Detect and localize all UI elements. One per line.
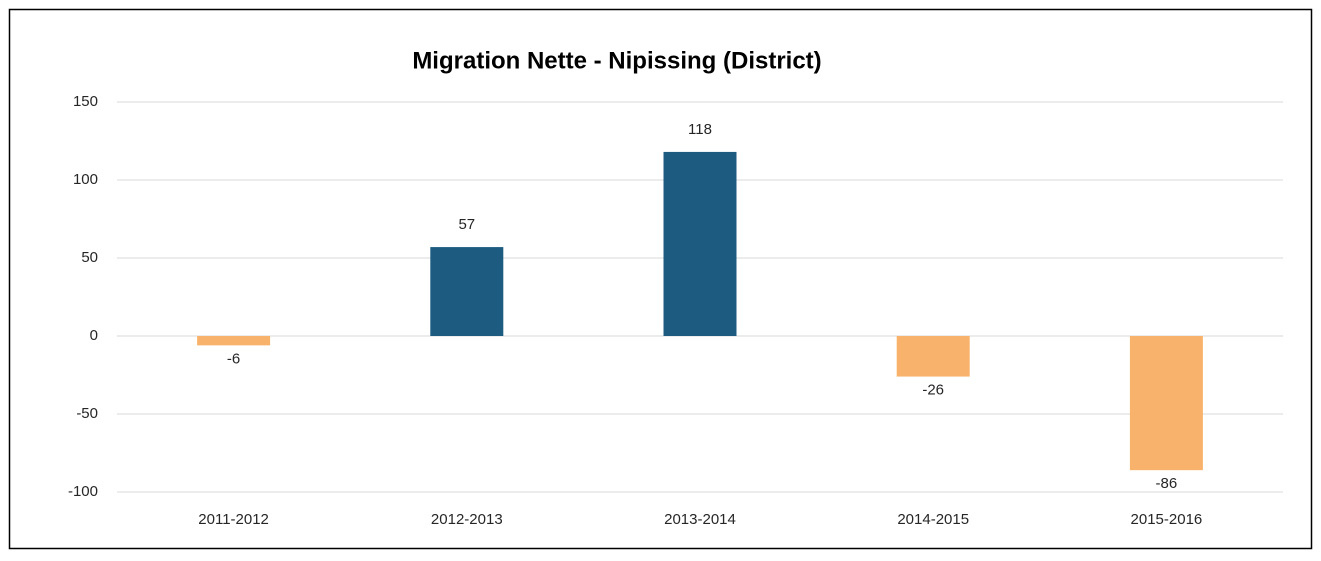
bar (1129, 336, 1203, 471)
x-tick-label: 2014-2015 (897, 511, 969, 528)
bar (663, 151, 737, 336)
chart-frame (8, 8, 1313, 550)
x-tick-label: 2013-2014 (664, 511, 736, 528)
chart-title: Migration Nette - Nipissing (District) (412, 47, 821, 74)
y-tick-label: 100 (73, 171, 98, 188)
data-label: -86 (1156, 475, 1178, 492)
data-label: -26 (922, 382, 944, 399)
y-tick-label: 50 (81, 249, 98, 266)
x-tick-label: 2011-2012 (198, 511, 269, 528)
bar (896, 336, 970, 377)
data-label: 57 (458, 216, 475, 233)
y-tick-label: 150 (73, 93, 98, 110)
bar (430, 247, 504, 336)
bar (197, 336, 271, 346)
x-tick-label: 2012-2013 (431, 511, 503, 528)
y-tick-label: -50 (76, 405, 98, 422)
y-tick-label: 0 (90, 327, 98, 344)
data-label: -6 (227, 350, 240, 367)
y-tick-label: -100 (68, 483, 98, 500)
x-tick-label: 2015-2016 (1131, 511, 1203, 528)
data-label: 118 (688, 121, 712, 138)
